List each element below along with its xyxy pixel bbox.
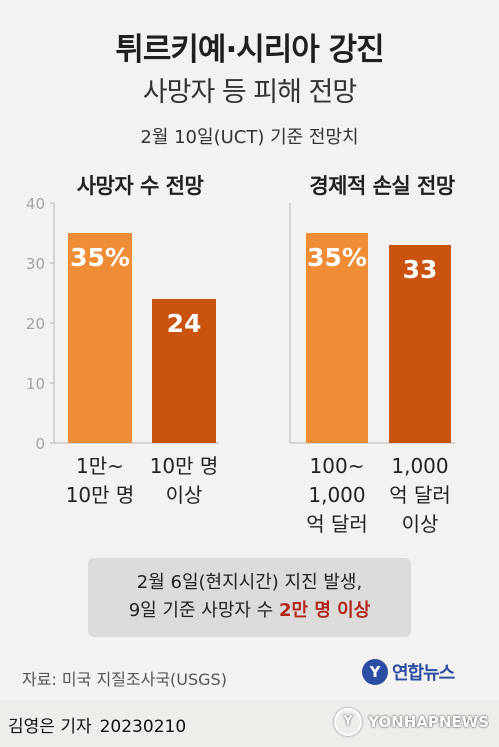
category-label: 이상 — [402, 512, 439, 536]
note-highlight: 2만 명 이상 — [278, 600, 371, 621]
note-line-2-prefix: 9일 기준 사망자 수 — [128, 600, 279, 621]
summary-note: 2월 6일(현지시간) 지진 발생, 9일 기준 사망자 수 2만 명 이상 — [88, 558, 411, 637]
category-label: 이상 — [166, 483, 203, 507]
category-label: 100~ — [310, 454, 365, 478]
bar-1-1 — [389, 245, 451, 443]
brand-logo: Y 연합뉴스 — [362, 657, 455, 687]
chart-title-deaths: 사망자 수 전망 — [76, 174, 204, 198]
category-label: 1만~ — [76, 454, 124, 478]
y-tick-label: 20 — [26, 315, 45, 333]
watermark-text: YONHAPNEWS — [368, 713, 489, 731]
category-label: 1,000 — [308, 483, 365, 507]
y-tick-label: 0 — [35, 435, 45, 453]
watermark-logo-icon: Y — [334, 708, 363, 736]
category-label: 10만 명 — [66, 483, 135, 507]
bar-value-label: 33 — [403, 255, 438, 284]
byline: 김영은 기자 20230210 — [8, 712, 186, 737]
date-note: 2월 10일(UCT) 기준 전망치 — [140, 127, 359, 148]
source-text: 자료: 미국 지질조사국(USGS) — [22, 670, 227, 689]
bar-value-label: 35% — [307, 243, 367, 272]
bar-value-label: 35% — [70, 243, 130, 272]
bar-value-label: 24 — [167, 309, 202, 338]
y-tick-label: 30 — [26, 255, 45, 273]
note-line-2: 9일 기준 사망자 수 2만 명 이상 — [129, 600, 371, 621]
infographic-card: 튀르키예·시리아 강진 사망자 등 피해 전망 2월 10일(UCT) 기준 전… — [22, 32, 456, 689]
category-label: 억 달러 — [389, 483, 451, 507]
category-label: 10만 명 — [150, 454, 219, 478]
note-line-1: 2월 6일(현지시간) 지진 발생, — [136, 572, 363, 593]
reporter-name: 김영은 기자 — [8, 717, 92, 737]
bar-1-0 — [306, 233, 368, 443]
category-label: 1,000 — [391, 454, 448, 478]
category-label: 억 달러 — [306, 512, 368, 536]
chart-title-economic-loss: 경제적 손실 전망 — [309, 174, 455, 198]
publish-date: 20230210 — [99, 717, 187, 737]
yonhap-logo-icon: Y — [362, 659, 388, 685]
bar-0-1 — [152, 299, 216, 443]
brand-name: 연합뉴스 — [392, 663, 455, 684]
y-tick-label: 10 — [26, 375, 45, 393]
page-title: 튀르키예·시리아 강진 — [115, 32, 384, 68]
page-subtitle: 사망자 등 피해 전망 — [142, 77, 357, 108]
bar-0-0 — [68, 233, 132, 443]
y-tick-label: 40 — [26, 195, 45, 213]
watermark: Y YONHAPNEWS — [334, 708, 489, 736]
